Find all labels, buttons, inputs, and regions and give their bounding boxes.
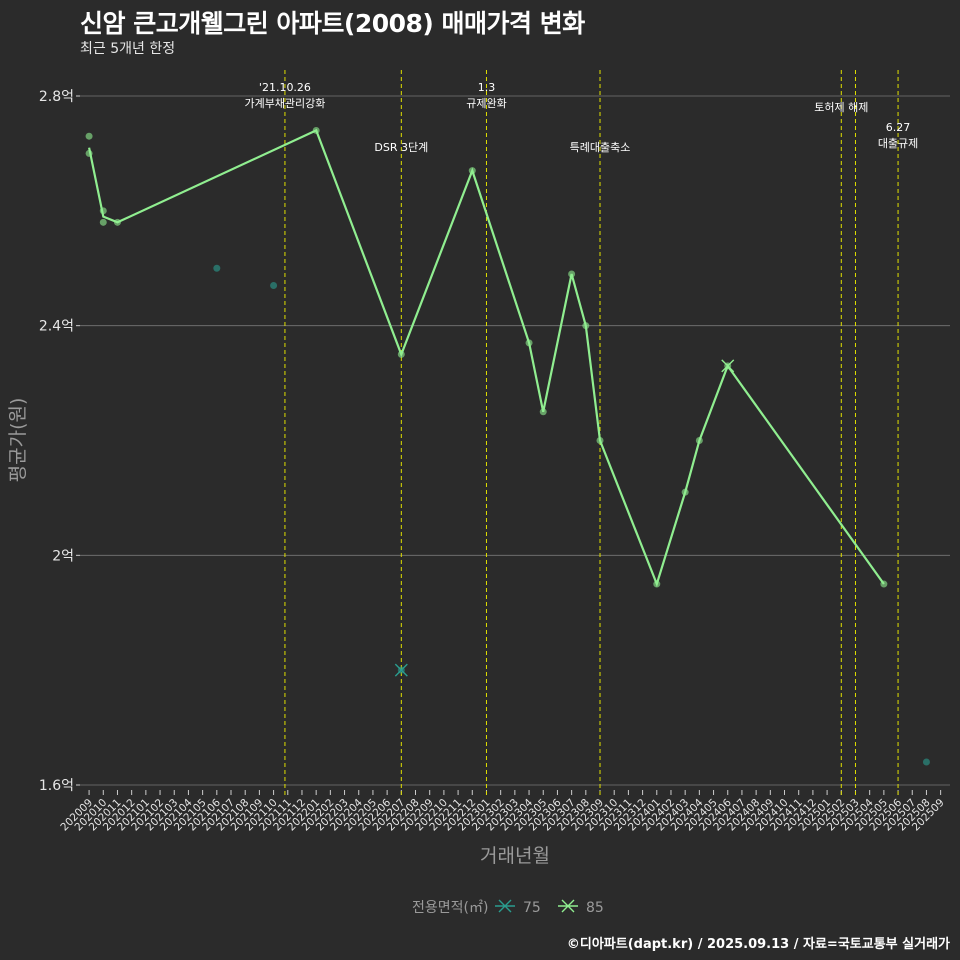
event-label: 가계부채관리강화 <box>244 97 325 110</box>
cross-marker-75 <box>394 663 408 677</box>
event-label: '21.10.26 <box>259 81 311 94</box>
event-label: 대출규제 <box>878 137 918 150</box>
y-tick-label: 2.4억 <box>39 319 74 335</box>
chart-subtitle: 최근 5개년 한정 <box>80 41 176 57</box>
cross-marker-85 <box>721 359 735 373</box>
data-point-75 <box>270 281 278 289</box>
y-tick-label: 2억 <box>52 548 74 564</box>
data-point-85 <box>99 218 107 226</box>
legend-title: 전용면적(㎡) <box>412 900 488 916</box>
y-tick-label: 1.6억 <box>39 778 74 794</box>
event-label: DSR 3단계 <box>374 141 428 154</box>
legend-swatch-cross <box>561 899 575 913</box>
event-label: 토허제 해제 <box>814 100 868 114</box>
chart-title: 신암 큰고개웰그린 아파트(2008) 매매가격 변화 <box>80 9 585 38</box>
y-axis-title: 평균가(원) <box>7 398 29 483</box>
event-label: 규제완화 <box>466 97 506 110</box>
legend-swatch-cross <box>498 899 512 913</box>
legend-label: 85 <box>586 900 604 916</box>
event-label: 특례대출축소 <box>570 141 631 154</box>
data-point-85 <box>85 132 93 140</box>
x-axis-title: 거래년월 <box>480 845 550 867</box>
legend-label: 75 <box>523 900 541 916</box>
y-tick-label: 2.8억 <box>39 89 74 105</box>
data-point-75 <box>213 264 221 272</box>
event-label: 6.27 <box>886 121 911 134</box>
event-label: 1.3 <box>478 81 496 94</box>
data-point-75 <box>922 758 930 766</box>
source-caption: ©디아파트(dapt.kr) / 2025.09.13 / 자료=국토교통부 실… <box>566 937 950 952</box>
series-line-85 <box>88 128 885 588</box>
